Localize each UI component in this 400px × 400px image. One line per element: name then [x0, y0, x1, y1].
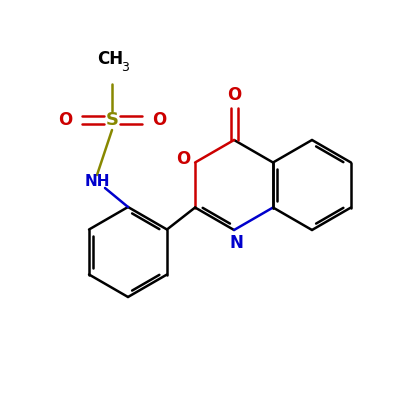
Text: CH: CH [97, 50, 123, 68]
Text: 3: 3 [121, 61, 129, 74]
Text: N: N [229, 234, 243, 252]
Text: O: O [58, 111, 72, 129]
Text: NH: NH [84, 174, 110, 190]
Text: O: O [227, 86, 241, 104]
Text: S: S [106, 111, 118, 129]
Text: O: O [176, 150, 190, 168]
Text: O: O [152, 111, 166, 129]
